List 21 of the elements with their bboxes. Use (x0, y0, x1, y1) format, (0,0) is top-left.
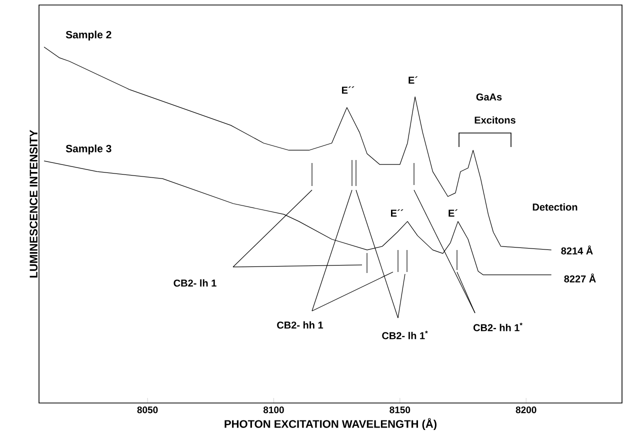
x-tick-label: 8200 (516, 406, 536, 414)
annotation: CB2- lh 1 (174, 279, 216, 287)
x-axis-title: PHOTON EXCITATION WAVELENGTH (Å) (224, 418, 436, 430)
y-axis-title: LUMINESCENCE INTENSITY (30, 130, 38, 278)
annotation: Detection (532, 203, 578, 211)
annotation: CB2- lh 1$^{*}$ (382, 330, 428, 340)
annotation: 8214 Å (561, 246, 593, 254)
annotation: Excitons (474, 116, 516, 124)
annotation: E´´ (391, 209, 404, 217)
annotation: CB2- hh 1$^{*}$ (473, 322, 522, 332)
x-tick-label: 8050 (137, 406, 158, 414)
annotation: 8227 Å (564, 274, 596, 282)
x-tick-label: 8100 (263, 406, 284, 414)
annotation: E´´ (342, 86, 354, 94)
annotation: CB2- hh 1 (277, 321, 324, 329)
annotation: E´ (448, 209, 458, 217)
x-tick-label: 8150 (390, 406, 410, 414)
annotation: E´ (408, 76, 418, 84)
series-label: Sample 3 (66, 144, 112, 154)
series-label: Sample 2 (66, 30, 112, 40)
annotation: GaAs (476, 93, 502, 101)
